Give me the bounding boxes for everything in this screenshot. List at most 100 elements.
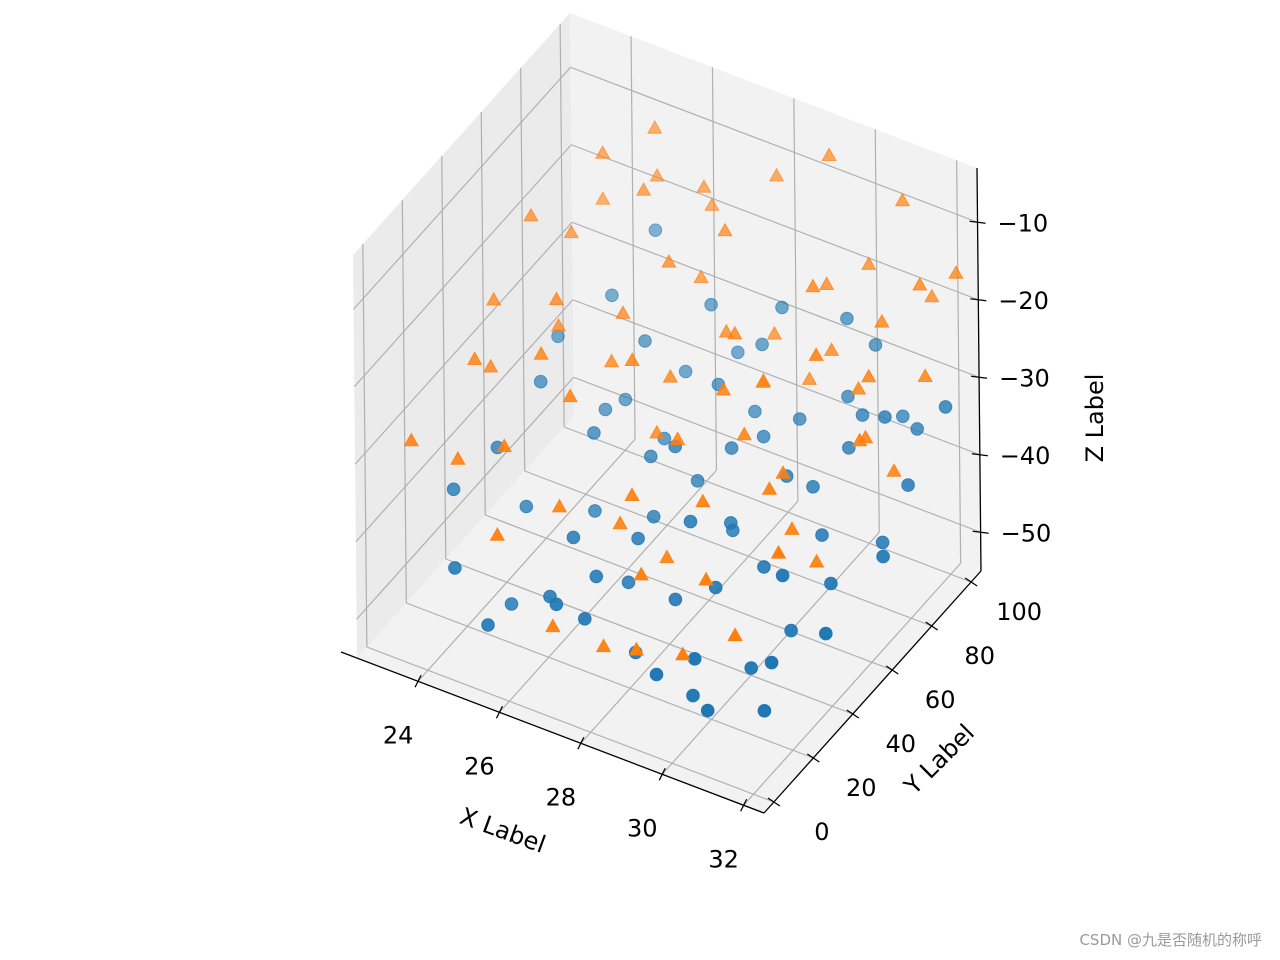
triangle-point: [403, 432, 419, 447]
z-tick-mark: [970, 375, 988, 379]
triangle-point: [550, 317, 567, 332]
axis-lines: [340, 167, 982, 814]
x-tick-mark: [495, 705, 504, 719]
y-tick-label: 100: [996, 598, 1042, 626]
circle-point: [910, 422, 925, 436]
circle-point: [587, 426, 601, 440]
y-gridline: [485, 514, 893, 671]
triangle-point: [727, 627, 743, 642]
x-tick-label: 28: [546, 783, 577, 811]
circle-point: [815, 528, 829, 542]
triangle-point: [696, 179, 712, 193]
y-gridline: [362, 243, 368, 648]
triangle-point: [715, 381, 732, 396]
triangle-point: [823, 342, 840, 356]
x-axis-line: [340, 651, 765, 814]
z-tick-mark: [972, 530, 989, 534]
triangle-point: [948, 265, 964, 279]
y-tick-mark: [885, 665, 899, 675]
triangle-point: [736, 426, 752, 441]
triangle-point: [698, 571, 714, 586]
x-tick-label: 26: [464, 752, 495, 780]
triangle-point: [669, 431, 686, 445]
triangle-point: [924, 288, 940, 303]
z-tick-mark: [970, 298, 987, 302]
y-tick-mark: [806, 753, 820, 763]
y-gridline: [406, 602, 814, 759]
circle-point: [644, 449, 658, 464]
z-axis-line: [976, 167, 982, 572]
circle-point: [819, 626, 833, 641]
triangle-point: [496, 438, 512, 453]
y-tick-label: 80: [964, 642, 995, 670]
triangle-point: [659, 549, 675, 564]
circle-point: [876, 549, 890, 564]
circle-point: [764, 655, 779, 670]
z-gridline: [356, 376, 575, 620]
z-axis-label: Z Label: [1081, 374, 1109, 463]
x-gridline: [580, 500, 799, 744]
triangle-point: [467, 351, 483, 365]
circle-point: [775, 568, 790, 583]
circle-point: [744, 661, 759, 675]
circle-point: [704, 297, 718, 312]
x-tick-label: 24: [383, 721, 414, 749]
circle-point: [618, 392, 633, 407]
z-gridline: [571, 221, 980, 378]
x-gridline: [630, 36, 636, 440]
circle-point: [481, 618, 495, 632]
triangle-point: [693, 269, 709, 283]
circle-point: [446, 482, 461, 497]
y-gridline: [480, 111, 486, 516]
circle-point: [598, 402, 613, 417]
circle-point: [878, 410, 892, 424]
x-gridline: [793, 98, 799, 502]
y-gridline: [401, 199, 407, 604]
y-tick-mark: [846, 709, 860, 719]
triangle-point: [661, 253, 677, 268]
y-gridline: [441, 155, 447, 560]
y-axis-line: [763, 570, 982, 814]
triangle-point: [594, 145, 611, 159]
z-tick-mark: [971, 453, 988, 457]
circle-point: [901, 478, 915, 492]
circle-point: [551, 329, 565, 344]
triangle-point: [850, 380, 867, 395]
circle-point: [755, 337, 769, 352]
triangle-point: [801, 371, 818, 385]
circle-point: [806, 480, 820, 494]
y-gridline: [524, 470, 932, 627]
triangle-point: [647, 119, 663, 134]
triangle-point: [727, 325, 743, 340]
circle-point: [631, 531, 645, 546]
x-gridline: [711, 67, 718, 471]
circle-point: [731, 345, 745, 360]
circle-point: [690, 474, 705, 488]
triangle-point: [761, 481, 778, 495]
z-gridline: [570, 66, 978, 223]
circle-point: [448, 561, 462, 575]
triangle-point: [615, 305, 631, 319]
y-tick-mark: [925, 621, 939, 631]
z-tick-label: −50: [1001, 519, 1052, 547]
circle-point: [748, 404, 762, 419]
triangle-point: [548, 291, 565, 306]
triangle-point: [649, 167, 665, 182]
triangle-point: [533, 345, 549, 360]
circle-point: [588, 504, 602, 518]
triangle-point: [704, 197, 720, 211]
triangle-point: [624, 352, 640, 366]
x-gridline: [874, 129, 880, 533]
z-gridline: [354, 221, 573, 465]
circle-point: [757, 704, 772, 718]
triangle-point: [486, 291, 502, 306]
z-tick-label: −20: [998, 287, 1049, 315]
triangle-point: [551, 498, 568, 513]
y-gridline: [520, 67, 526, 472]
x-gridline: [417, 438, 636, 682]
axes-gridlines: [353, 23, 981, 806]
circle-point: [533, 374, 548, 389]
triangle-point: [662, 368, 679, 383]
